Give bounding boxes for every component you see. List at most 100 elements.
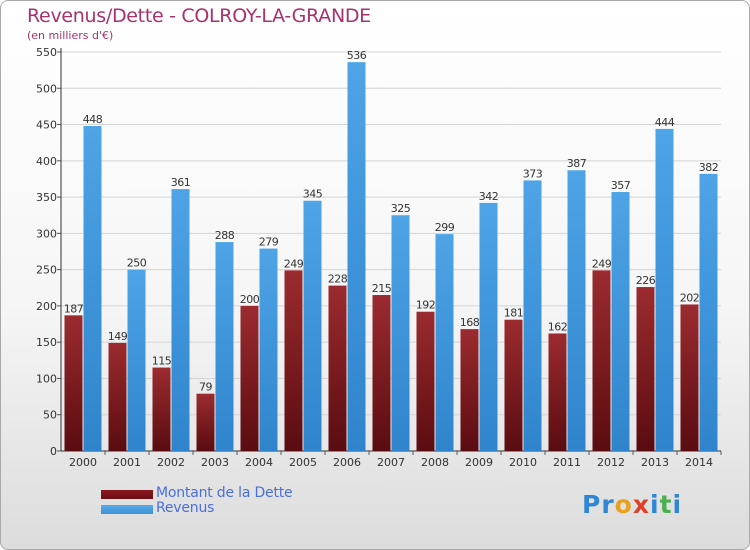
legend-label-dette: Montant de la Dette (156, 485, 293, 501)
logo-letter: P (582, 490, 602, 519)
y-tick-label: 100 (36, 372, 57, 385)
data-label-revenus: 382 (699, 161, 719, 174)
data-label-revenus: 373 (523, 167, 543, 180)
bar-revenus (611, 192, 630, 451)
bar-revenus (435, 234, 454, 451)
bar-revenus (567, 170, 586, 451)
data-label-dette: 228 (328, 273, 348, 286)
data-label-dette: 202 (680, 291, 700, 304)
y-tick-label: 50 (43, 409, 57, 422)
data-label-dette: 168 (460, 316, 480, 329)
proxiti-logo: Proxiti (582, 490, 682, 519)
y-tick-label: 250 (36, 264, 57, 277)
bar-dette (504, 319, 523, 451)
legend-swatch-revenus (101, 505, 153, 514)
x-tick-label: 2012 (597, 456, 625, 469)
chart-subtitle: (en milliers d'€) (27, 29, 114, 42)
y-tick-label: 550 (36, 46, 57, 59)
x-tick-label: 2006 (333, 456, 361, 469)
bar-revenus (259, 248, 278, 451)
data-label-revenus: 357 (611, 179, 631, 192)
bar-revenus (479, 202, 498, 451)
y-tick-label: 350 (36, 191, 57, 204)
y-tick-label: 150 (36, 336, 57, 349)
bar-dette (240, 305, 259, 451)
bar-revenus (699, 173, 718, 452)
bar-revenus (655, 128, 674, 451)
bar-revenus (171, 189, 190, 452)
data-label-revenus: 325 (391, 202, 411, 215)
data-label-revenus: 288 (215, 229, 235, 242)
x-tick-label: 2000 (69, 456, 97, 469)
bar-dette (636, 287, 655, 451)
data-label-dette: 115 (152, 355, 172, 368)
x-tick-label: 2014 (685, 456, 713, 469)
x-tick-label: 2011 (553, 456, 581, 469)
bar-revenus (391, 215, 410, 451)
data-label-dette: 181 (504, 307, 524, 320)
data-label-revenus: 345 (303, 188, 323, 201)
bar-revenus (303, 200, 322, 451)
logo-letter: t (659, 490, 673, 519)
x-tick-label: 2004 (245, 456, 273, 469)
data-label-revenus: 250 (127, 257, 147, 270)
data-label-dette: 249 (284, 257, 304, 270)
logo-letter: r (601, 490, 615, 519)
data-label-dette: 162 (548, 320, 568, 333)
data-label-dette: 79 (199, 381, 212, 394)
bar-dette (548, 333, 567, 451)
data-label-dette: 187 (64, 302, 84, 315)
data-label-revenus: 387 (567, 157, 587, 170)
data-label-revenus: 448 (83, 113, 103, 126)
y-tick-label: 400 (36, 155, 57, 168)
bar-revenus (347, 62, 366, 451)
data-label-dette: 200 (240, 293, 260, 306)
bar-dette (592, 270, 611, 451)
logo-letter: i (672, 490, 683, 519)
x-tick-label: 2002 (157, 456, 185, 469)
data-label-revenus: 444 (655, 116, 675, 129)
y-tick-label: 500 (36, 82, 57, 95)
y-tick-label: 450 (36, 119, 57, 132)
bar-dette (108, 342, 127, 451)
data-label-revenus: 299 (435, 221, 455, 234)
data-label-dette: 226 (636, 274, 656, 287)
bar-dette (460, 329, 479, 451)
data-label-revenus: 361 (171, 176, 191, 189)
bar-revenus (83, 125, 102, 451)
legend-label-revenus: Revenus (156, 500, 215, 516)
x-tick-label: 2003 (201, 456, 229, 469)
logo-letter: o (614, 490, 633, 519)
y-tick-label: 300 (36, 227, 57, 240)
bar-dette (328, 285, 347, 451)
x-tick-label: 2013 (641, 456, 669, 469)
data-label-dette: 215 (372, 282, 392, 295)
chart-title: Revenus/Dette - COLROY-LA-GRANDE (27, 5, 371, 27)
bar-dette (152, 367, 171, 451)
data-label-revenus: 279 (259, 236, 279, 249)
bar-dette (680, 304, 699, 451)
data-label-dette: 249 (592, 257, 612, 270)
y-tick-label: 0 (50, 445, 57, 458)
data-label-dette: 192 (416, 299, 436, 312)
logo-letter: i (650, 490, 660, 519)
x-tick-label: 2009 (465, 456, 493, 469)
bar-dette (284, 270, 303, 451)
bar-dette (372, 295, 391, 451)
bar-dette (196, 393, 215, 451)
bar-revenus (127, 269, 146, 451)
data-label-dette: 149 (108, 330, 128, 343)
bar-revenus (523, 180, 542, 451)
bar-dette (64, 315, 83, 451)
logo-letter: x (632, 490, 650, 519)
bar-revenus (215, 242, 234, 451)
data-label-revenus: 536 (347, 49, 367, 62)
x-tick-label: 2010 (509, 456, 537, 469)
x-tick-label: 2007 (377, 456, 405, 469)
x-tick-label: 2001 (113, 456, 141, 469)
y-tick-label: 200 (36, 300, 57, 313)
data-label-revenus: 342 (479, 190, 499, 203)
x-tick-label: 2005 (289, 456, 317, 469)
